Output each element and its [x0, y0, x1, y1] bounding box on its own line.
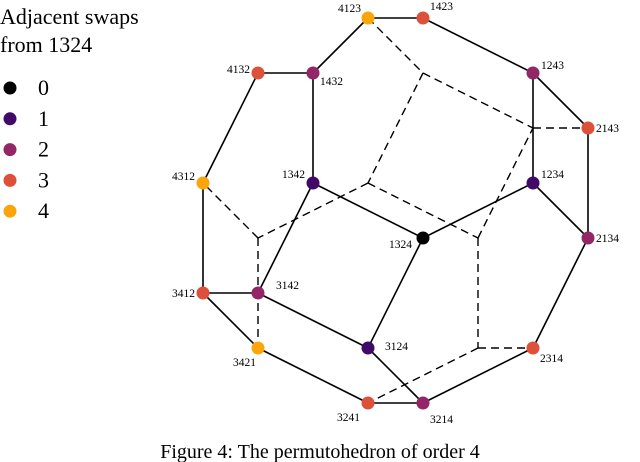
node	[581, 121, 595, 135]
node-label: 2314	[540, 353, 563, 365]
edge	[367, 72, 424, 184]
edge	[257, 182, 369, 239]
legend-label: 1	[38, 106, 49, 131]
node-label: 3241	[337, 412, 360, 424]
node-label: 1423	[430, 1, 453, 13]
node	[361, 341, 375, 355]
legend-label: 0	[38, 75, 49, 100]
node	[416, 231, 430, 245]
node-label: 1432	[320, 76, 343, 88]
edge	[202, 72, 259, 184]
edge	[312, 17, 369, 74]
edge	[202, 182, 259, 239]
node	[306, 66, 320, 80]
edge	[312, 182, 424, 239]
node-label: 1243	[541, 60, 564, 72]
edge	[257, 292, 369, 349]
node	[416, 396, 430, 410]
node	[361, 11, 375, 25]
edge	[367, 17, 424, 74]
edge	[477, 127, 534, 239]
legend-title: Adjacent swaps	[0, 4, 139, 29]
node	[526, 341, 540, 355]
nodes: 4123 1423 4132 1432 1243 2143 4312 1342 1234 1324…	[172, 1, 619, 426]
node-label: 2134	[596, 233, 619, 245]
edge	[257, 182, 314, 294]
node	[196, 286, 210, 300]
legend-title: from 1324	[0, 32, 92, 57]
legend-marker	[3, 204, 17, 218]
node	[581, 231, 595, 245]
node-label: 1342	[282, 169, 305, 181]
node-label: 4123	[338, 3, 361, 15]
legend-marker	[3, 143, 17, 157]
edge	[367, 347, 424, 404]
node-label: 3421	[233, 357, 256, 369]
edge	[367, 182, 479, 239]
legend-marker	[3, 112, 17, 126]
edge	[422, 72, 534, 129]
node	[361, 396, 375, 410]
edge	[257, 347, 369, 404]
edges	[202, 17, 589, 404]
legend: Adjacent swaps from 1324 0 1 2 3 4	[0, 4, 139, 223]
legend-label: 3	[38, 167, 49, 192]
node	[416, 11, 430, 25]
edge	[532, 237, 589, 349]
legend-marker	[3, 81, 17, 95]
legend-marker	[3, 173, 17, 187]
node	[526, 66, 540, 80]
edge	[532, 182, 589, 239]
edge	[422, 347, 534, 404]
node	[306, 176, 320, 190]
node	[526, 176, 540, 190]
legend-label: 4	[38, 198, 49, 223]
node	[196, 176, 210, 190]
node-label: 4132	[227, 64, 250, 76]
edge	[367, 237, 424, 349]
edge	[422, 17, 534, 74]
node-label: 2143	[596, 123, 619, 135]
node-label: 1324	[389, 239, 412, 251]
node-label: 4312	[172, 171, 195, 183]
node-label: 1234	[541, 169, 564, 181]
node-label: 3124	[385, 341, 408, 353]
edge	[422, 182, 534, 239]
node-label: 3214	[430, 414, 453, 426]
legend-label: 2	[38, 137, 49, 162]
node	[251, 66, 265, 80]
node	[251, 286, 265, 300]
node	[251, 341, 265, 355]
node-label: 3142	[276, 280, 299, 292]
caption: Figure 4: The permutohedron of order 4	[160, 441, 480, 462]
edge	[202, 292, 259, 349]
edge	[367, 347, 479, 404]
node-label: 3412	[172, 288, 195, 300]
edge	[532, 72, 589, 129]
